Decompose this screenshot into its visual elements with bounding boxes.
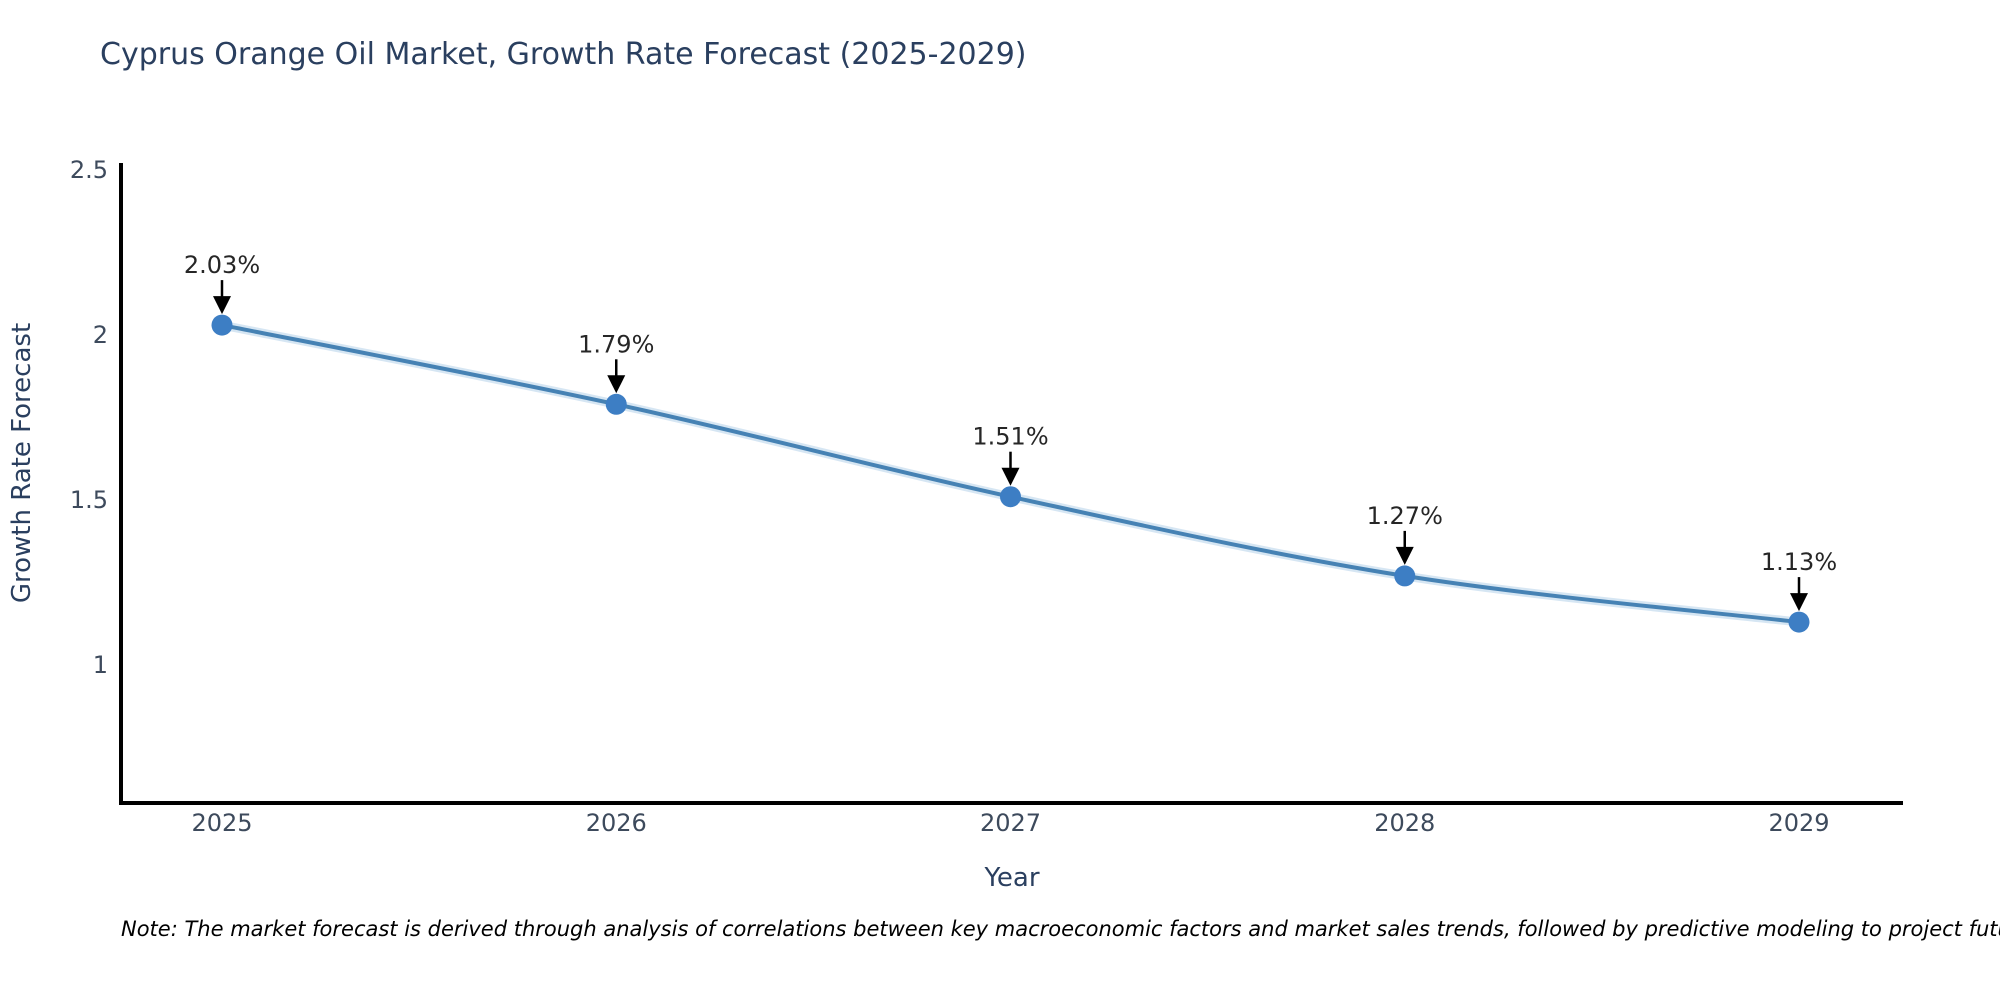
y-axis-title: Growth Rate Forecast [7, 323, 37, 603]
y-tick-label: 1.5 [70, 486, 108, 514]
annotation-arrowhead-icon [1001, 467, 1020, 486]
chart-title: Cyprus Orange Oil Market, Growth Rate Fo… [100, 37, 1027, 72]
point-value-label: 1.27% [1367, 502, 1443, 530]
footnote-text: Note: The market forecast is derived thr… [121, 917, 2000, 941]
x-tick-label: 2026 [586, 809, 647, 837]
data-point-marker [211, 314, 233, 336]
annotation-arrowhead-icon [607, 375, 626, 394]
data-point-marker [1000, 486, 1021, 508]
x-axis-title: Year [983, 863, 1039, 893]
point-value-label: 1.13% [1761, 548, 1837, 576]
data-point-marker [1788, 611, 1810, 633]
annotation-arrowhead-icon [1790, 593, 1808, 612]
y-tick-label: 1 [93, 651, 108, 679]
y-tick-label: 2.5 [70, 156, 108, 184]
data-point-marker [1394, 565, 1416, 587]
x-tick-label: 2025 [191, 809, 252, 837]
annotation-arrowhead-icon [1395, 546, 1414, 565]
x-tick-label: 2029 [1768, 809, 1829, 837]
annotation-arrowhead-icon [213, 296, 231, 315]
point-value-label: 1.79% [578, 330, 654, 358]
point-value-label: 1.51% [972, 423, 1048, 451]
data-point-marker [605, 393, 627, 415]
x-tick-label: 2027 [980, 809, 1041, 837]
x-tick-label: 2028 [1374, 809, 1435, 837]
y-tick-label: 2 [93, 321, 108, 349]
point-value-label: 2.03% [184, 251, 260, 279]
